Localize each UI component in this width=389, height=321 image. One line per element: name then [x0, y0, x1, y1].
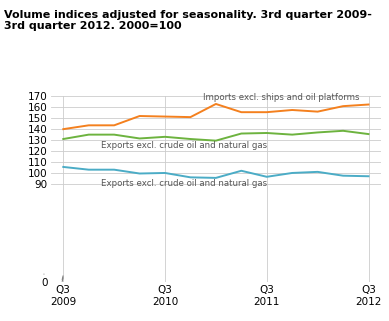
- Text: Exports excl. crude oil and natural gas: Exports excl. crude oil and natural gas: [102, 179, 268, 188]
- Text: Volume indices adjusted for seasonality. 3rd quarter 2009-
3rd quarter 2012. 200: Volume indices adjusted for seasonality.…: [4, 10, 372, 31]
- Text: Imports excl. ships and oil platforms: Imports excl. ships and oil platforms: [203, 93, 360, 102]
- Text: Exports excl. crude oil and natural gas: Exports excl. crude oil and natural gas: [102, 141, 268, 150]
